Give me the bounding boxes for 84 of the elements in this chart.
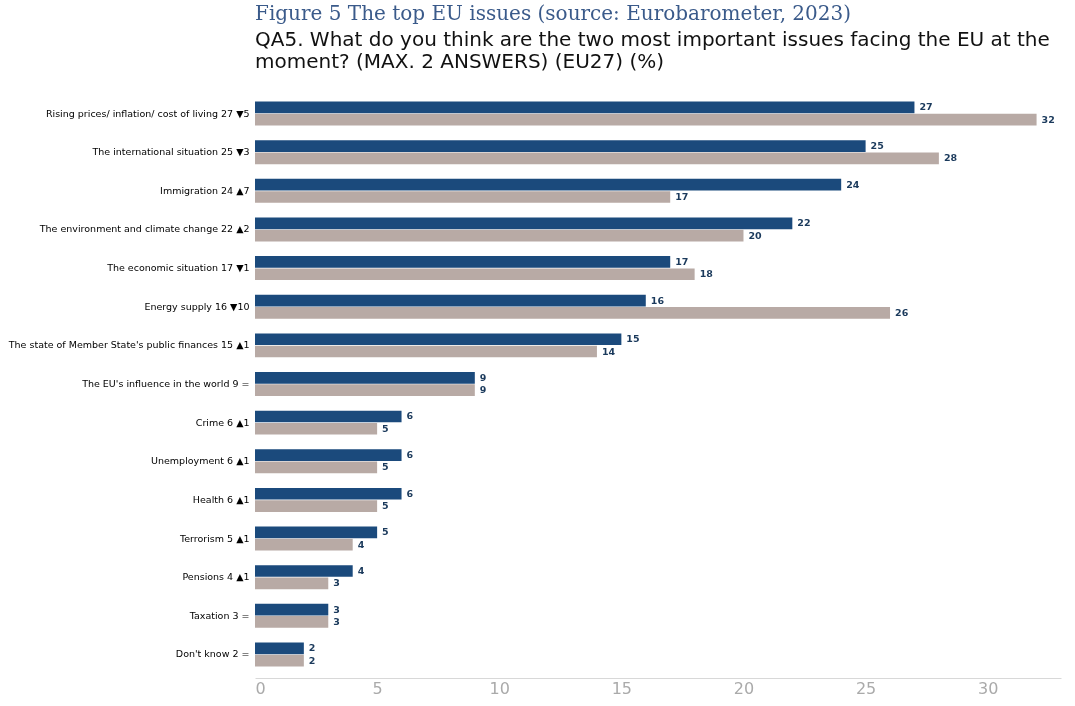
bar (255, 410, 402, 423)
bar (255, 178, 842, 191)
data-label: 24 (846, 178, 860, 190)
data-label: 6 (406, 449, 414, 461)
bar (255, 616, 329, 628)
data-label: 28 (943, 152, 958, 164)
bar (255, 333, 622, 346)
bar (255, 307, 891, 319)
bar (255, 101, 915, 114)
bar (255, 654, 304, 667)
y-tick-label: Immigration 24 ▲7 (160, 184, 250, 196)
data-label: 17 (675, 190, 689, 202)
y-tick-label: Pensions 4 ▲1 (182, 571, 250, 583)
bar (255, 461, 378, 474)
data-label: 18 (699, 268, 714, 280)
x-tick-label: 20 (733, 678, 755, 698)
chart-title: Figure 5 The top EU issues (source: Eurobarometer, 2023) (255, 1, 852, 25)
bar (255, 487, 402, 500)
data-label: 16 (650, 294, 665, 306)
data-label: 5 (382, 526, 389, 538)
data-label: 5 (382, 422, 389, 434)
data-label: 3 (333, 615, 340, 627)
y-tick-label: The environment and climate change 22 ▲2 (38, 223, 250, 235)
y-tick-label: Don't know 2 = (175, 648, 250, 660)
bar (255, 577, 329, 590)
data-label: 5 (382, 461, 389, 473)
data-label: 25 (870, 140, 884, 152)
data-label: 15 (626, 333, 640, 345)
data-label: 27 (919, 101, 933, 113)
data-label: 22 (797, 217, 811, 229)
data-label: 20 (748, 229, 763, 241)
y-tick-label: Health 6 ▲1 (192, 493, 250, 505)
data-label: 2 (308, 642, 316, 654)
bar (255, 256, 671, 268)
data-label: 2 (308, 654, 316, 666)
y-tick-label: Crime 6 ▲1 (195, 416, 250, 428)
data-label: 3 (333, 577, 340, 589)
bar (255, 372, 475, 384)
bar (255, 538, 353, 551)
data-label: 4 (357, 538, 365, 550)
x-tick-label: 5 (372, 678, 383, 698)
data-label: 9 (479, 384, 487, 396)
data-label: 5 (382, 500, 389, 512)
bar (255, 229, 744, 242)
bar (255, 642, 304, 655)
x-tick-label: 0 (255, 678, 266, 698)
x-tick-label: 15 (611, 678, 633, 698)
y-tick-label: The EU's influence in the world 9 = (81, 378, 250, 389)
bar (255, 345, 597, 358)
data-label: 3 (333, 603, 340, 615)
y-tick-label: The international situation 25 ▼3 (91, 146, 250, 158)
bar (255, 449, 402, 461)
bar (255, 500, 378, 512)
x-tick-label: 30 (978, 678, 999, 698)
data-label: 26 (895, 306, 909, 318)
x-tick-label: 25 (855, 678, 877, 698)
bar (255, 140, 866, 152)
y-tick-label: Terrorism 5 ▲1 (179, 532, 250, 544)
data-label: 9 (479, 371, 487, 383)
bar (255, 384, 475, 396)
data-label: 14 (601, 345, 616, 357)
y-tick-label: Energy supply 16 ▼10 (144, 300, 250, 312)
data-label: 4 (357, 565, 365, 577)
bar (255, 191, 671, 203)
data-label: 32 (1041, 113, 1055, 125)
y-tick-label: The state of Member State's public finances 15 ▲1 (7, 339, 250, 351)
bar (255, 603, 329, 616)
bar (255, 422, 378, 435)
bar (255, 217, 793, 230)
data-label: 17 (675, 255, 689, 267)
y-tick-label: Taxation 3 = (188, 609, 250, 621)
bar (255, 268, 695, 281)
y-tick-label: The economic situation 17 ▼1 (106, 262, 250, 274)
bar (255, 152, 939, 165)
bar (255, 526, 378, 539)
data-label: 6 (406, 487, 414, 499)
chart-subtitle: QA5. What do you think are the two most important issues facing the EU at the moment? (MAX. 2 ANSWERS) (EU27) (%) (255, 27, 1050, 73)
x-tick-label: 10 (489, 678, 510, 698)
y-tick-label: Rising prices/ inflation/ cost of living 27 ▼5 (45, 107, 250, 119)
y-tick-label: Unemployment 6 ▲1 (151, 455, 250, 467)
data-label: 6 (406, 410, 414, 422)
bar (255, 294, 646, 307)
bar (255, 565, 353, 577)
bar (255, 113, 1037, 126)
